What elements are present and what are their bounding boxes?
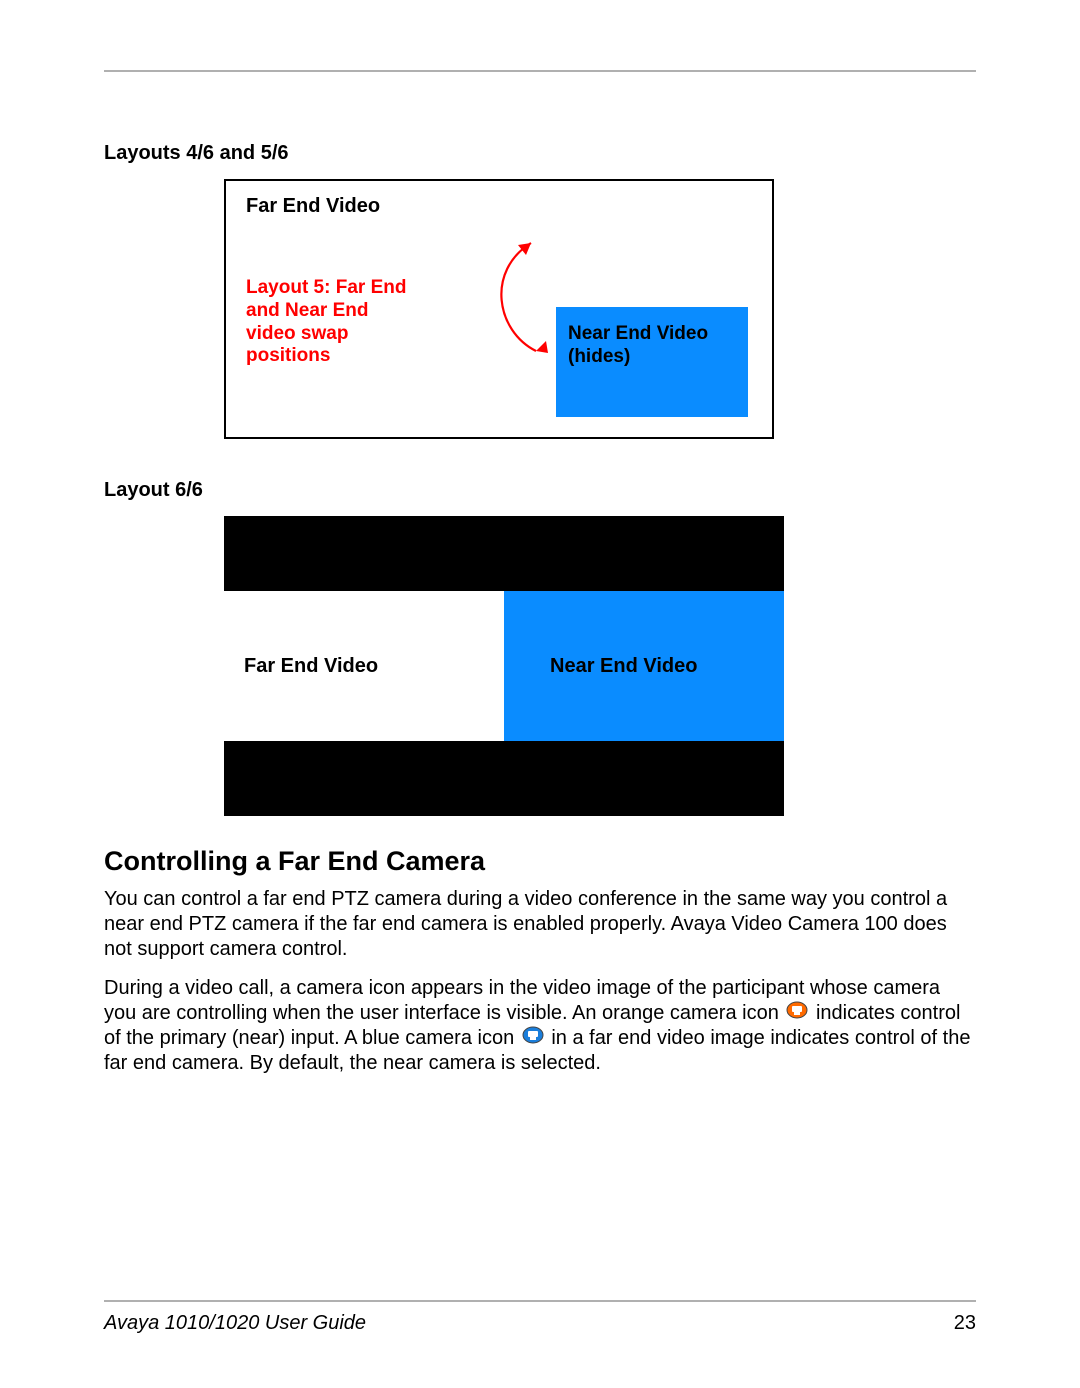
page-content: Layouts 4/6 and 5/6 Far End Video Layout… bbox=[104, 70, 976, 1090]
layout5-line-4: positions bbox=[246, 345, 330, 366]
near-end-hides-label: Near End Video (hides) bbox=[568, 323, 708, 369]
section-label-layout-4-5: Layouts 4/6 and 5/6 bbox=[104, 142, 976, 165]
footer: Avaya 1010/1020 User Guide 23 bbox=[104, 1300, 976, 1335]
layout5-line-2: and Near End bbox=[246, 300, 368, 321]
footer-title: Avaya 1010/1020 User Guide bbox=[104, 1312, 366, 1335]
diagram-layout-6: Far End Video Near End Video bbox=[224, 516, 784, 816]
footer-line: Avaya 1010/1020 User Guide 23 bbox=[104, 1312, 976, 1335]
page-number: 23 bbox=[954, 1312, 976, 1335]
near-end-line-2: (hides) bbox=[568, 346, 630, 367]
section-label-layout-6: Layout 6/6 bbox=[104, 479, 976, 502]
near-end-hides-panel: Near End Video (hides) bbox=[556, 307, 748, 417]
top-rule bbox=[104, 70, 976, 72]
para-2: During a video call, a camera icon appea… bbox=[104, 976, 976, 1076]
near-end-line-1: Near End Video bbox=[568, 323, 708, 344]
layout6-far-end-label: Far End Video bbox=[244, 655, 378, 678]
para-1: You can control a far end PTZ camera dur… bbox=[104, 887, 976, 962]
bottom-rule bbox=[104, 1300, 976, 1302]
heading-controlling-far-end-camera: Controlling a Far End Camera bbox=[104, 846, 976, 877]
diagram-layout-6-wrap: Far End Video Near End Video bbox=[224, 516, 976, 816]
diagram-layout-4-5: Far End Video Layout 5: Far End and Near… bbox=[224, 179, 774, 439]
orange-camera-icon bbox=[786, 1001, 808, 1026]
layout5-swap-text: Layout 5: Far End and Near End video swa… bbox=[246, 277, 406, 368]
blue-camera-icon bbox=[522, 1026, 544, 1051]
layout6-far-end-panel: Far End Video bbox=[224, 591, 504, 741]
layout6-near-end-panel: Near End Video bbox=[504, 591, 784, 741]
diagram-layout-4-5-wrap: Far End Video Layout 5: Far End and Near… bbox=[224, 179, 976, 439]
layout6-near-end-label: Near End Video bbox=[550, 655, 697, 678]
para-2a: During a video call, a camera icon appea… bbox=[104, 977, 940, 1024]
layout5-line-1: Layout 5: Far End bbox=[246, 277, 406, 298]
layout5-line-3: video swap bbox=[246, 323, 348, 344]
far-end-video-label: Far End Video bbox=[246, 195, 380, 218]
